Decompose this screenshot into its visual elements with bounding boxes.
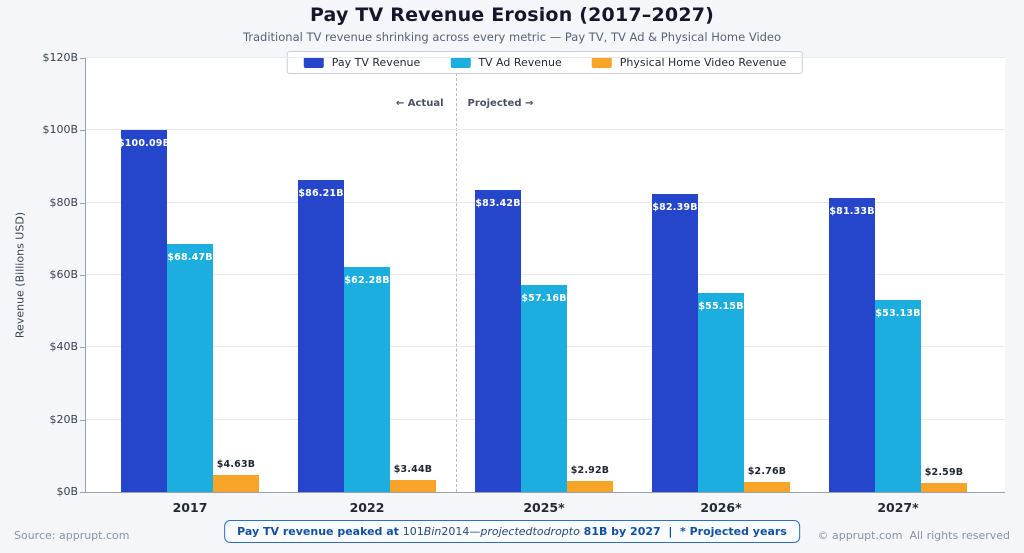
footnote-math-2: Bin (423, 525, 442, 538)
bar-value-label: $83.42B (475, 198, 521, 210)
bar-value-label: $3.44B (393, 463, 433, 475)
gridline (85, 57, 1005, 58)
bar-value-label: $2.76B (747, 466, 787, 478)
y-tick-label: $100B (42, 123, 78, 137)
x-axis-label: 2026* (700, 500, 742, 515)
x-axis-label: 2022 (349, 500, 385, 515)
gridline (85, 129, 1005, 131)
bar-value-label: $57.16B (521, 293, 567, 305)
bar-value-label: $55.15B (698, 300, 744, 312)
actual-projected-separator (455, 58, 457, 492)
footnote-math-1: 101 (402, 525, 424, 538)
y-tick-mark (80, 130, 85, 132)
y-tick-mark (80, 492, 85, 493)
bar-value-label: $4.63B (216, 459, 256, 471)
footnote-bold-suffix: 81B by 2027 | * Projected years (579, 525, 787, 538)
gridline (85, 201, 1005, 203)
bar-pay-tv-revenue-2017 (121, 130, 167, 492)
bar-tv-ad-revenue-2027 (875, 299, 921, 492)
x-axis-label: 2025* (523, 500, 565, 515)
chart-subtitle: Traditional TV revenue shrinking across … (242, 30, 782, 44)
bar-physical-home-video-revenue-2017 (213, 475, 259, 492)
bar-value-label: $81.33B (829, 205, 875, 217)
legend-swatch-icon (303, 57, 324, 68)
legend-item: TV Ad Revenue (450, 56, 562, 69)
y-tick-label: $60B (49, 268, 78, 281)
bar-physical-home-video-revenue-2026 (744, 482, 790, 492)
footnote-bold-prefix: Pay TV revenue peaked at (237, 525, 403, 538)
bar-value-label: $53.13B (875, 307, 921, 319)
y-tick-mark (80, 347, 85, 349)
legend: Pay TV Revenue TV Ad Revenue Physical Home… (286, 51, 804, 74)
bar-tv-ad-revenue-2025 (521, 285, 567, 492)
x-axis-line (85, 492, 1005, 493)
bar-tv-ad-revenue-2026 (698, 292, 744, 492)
plot-area: ← Actual Projected → Pay TV Revenue TV Ad… (85, 51, 1005, 492)
footnote-math-4: projectedtodropto (480, 525, 580, 538)
y-tick-mark (80, 419, 85, 421)
legend-label: Physical Home Video Revenue (619, 56, 787, 69)
x-axis-label: 2017 (172, 500, 208, 515)
bar-value-label: $100.09B (117, 138, 171, 149)
bar-value-label: $2.59B (924, 466, 964, 478)
bar-value-label: $82.39B (652, 202, 698, 214)
y-tick-mark (80, 202, 85, 204)
footnote: Pay TV revenue peaked at 101Bin2014—proj… (224, 520, 800, 543)
source-text: Source: apprupt.com (14, 529, 130, 542)
bar-pay-tv-revenue-2022 (298, 180, 344, 492)
legend-item: Pay TV Revenue (303, 56, 421, 69)
gridline (85, 274, 1005, 275)
bar-tv-ad-revenue-2017 (167, 244, 213, 492)
bar-pay-tv-revenue-2026 (652, 194, 698, 492)
bar-value-label: $2.92B (570, 465, 610, 477)
bar-pay-tv-revenue-2025 (475, 190, 521, 492)
bar-pay-tv-revenue-2027 (829, 197, 875, 492)
bar-physical-home-video-revenue-2022 (390, 479, 436, 492)
bar-value-label: $68.47B (167, 252, 213, 264)
projected-annotation: Projected → (467, 98, 534, 109)
bar-physical-home-video-revenue-2025 (567, 481, 613, 492)
y-tick-label: $120B (42, 51, 78, 64)
legend-label: TV Ad Revenue (478, 56, 562, 69)
x-axis-label: 2027* (877, 500, 919, 515)
y-tick-label: $20B (49, 412, 78, 426)
bar-physical-home-video-revenue-2027 (921, 482, 967, 492)
legend-swatch-icon (450, 57, 471, 68)
bar-value-label: $86.21B (298, 188, 344, 200)
y-tick-mark (80, 275, 85, 276)
legend-swatch-icon (591, 57, 612, 68)
bar-tv-ad-revenue-2022 (344, 266, 390, 492)
chart-title: Pay TV Revenue Erosion (2017–2027) (309, 4, 715, 26)
y-tick-label: $80B (49, 195, 78, 209)
y-tick-mark (80, 58, 85, 59)
y-axis-line (85, 58, 86, 492)
legend-label: Pay TV Revenue (331, 56, 421, 69)
y-tick-label: $40B (49, 340, 78, 354)
actual-annotation: ← Actual (395, 98, 444, 109)
legend-item: Physical Home Video Revenue (591, 56, 787, 69)
copyright-text: © apprupt.com All rights reserved (817, 529, 1010, 542)
bar-value-label: $62.28B (344, 274, 390, 286)
y-tick-label: $0B (56, 485, 78, 498)
footnote-math-3: 2014— (441, 525, 481, 538)
